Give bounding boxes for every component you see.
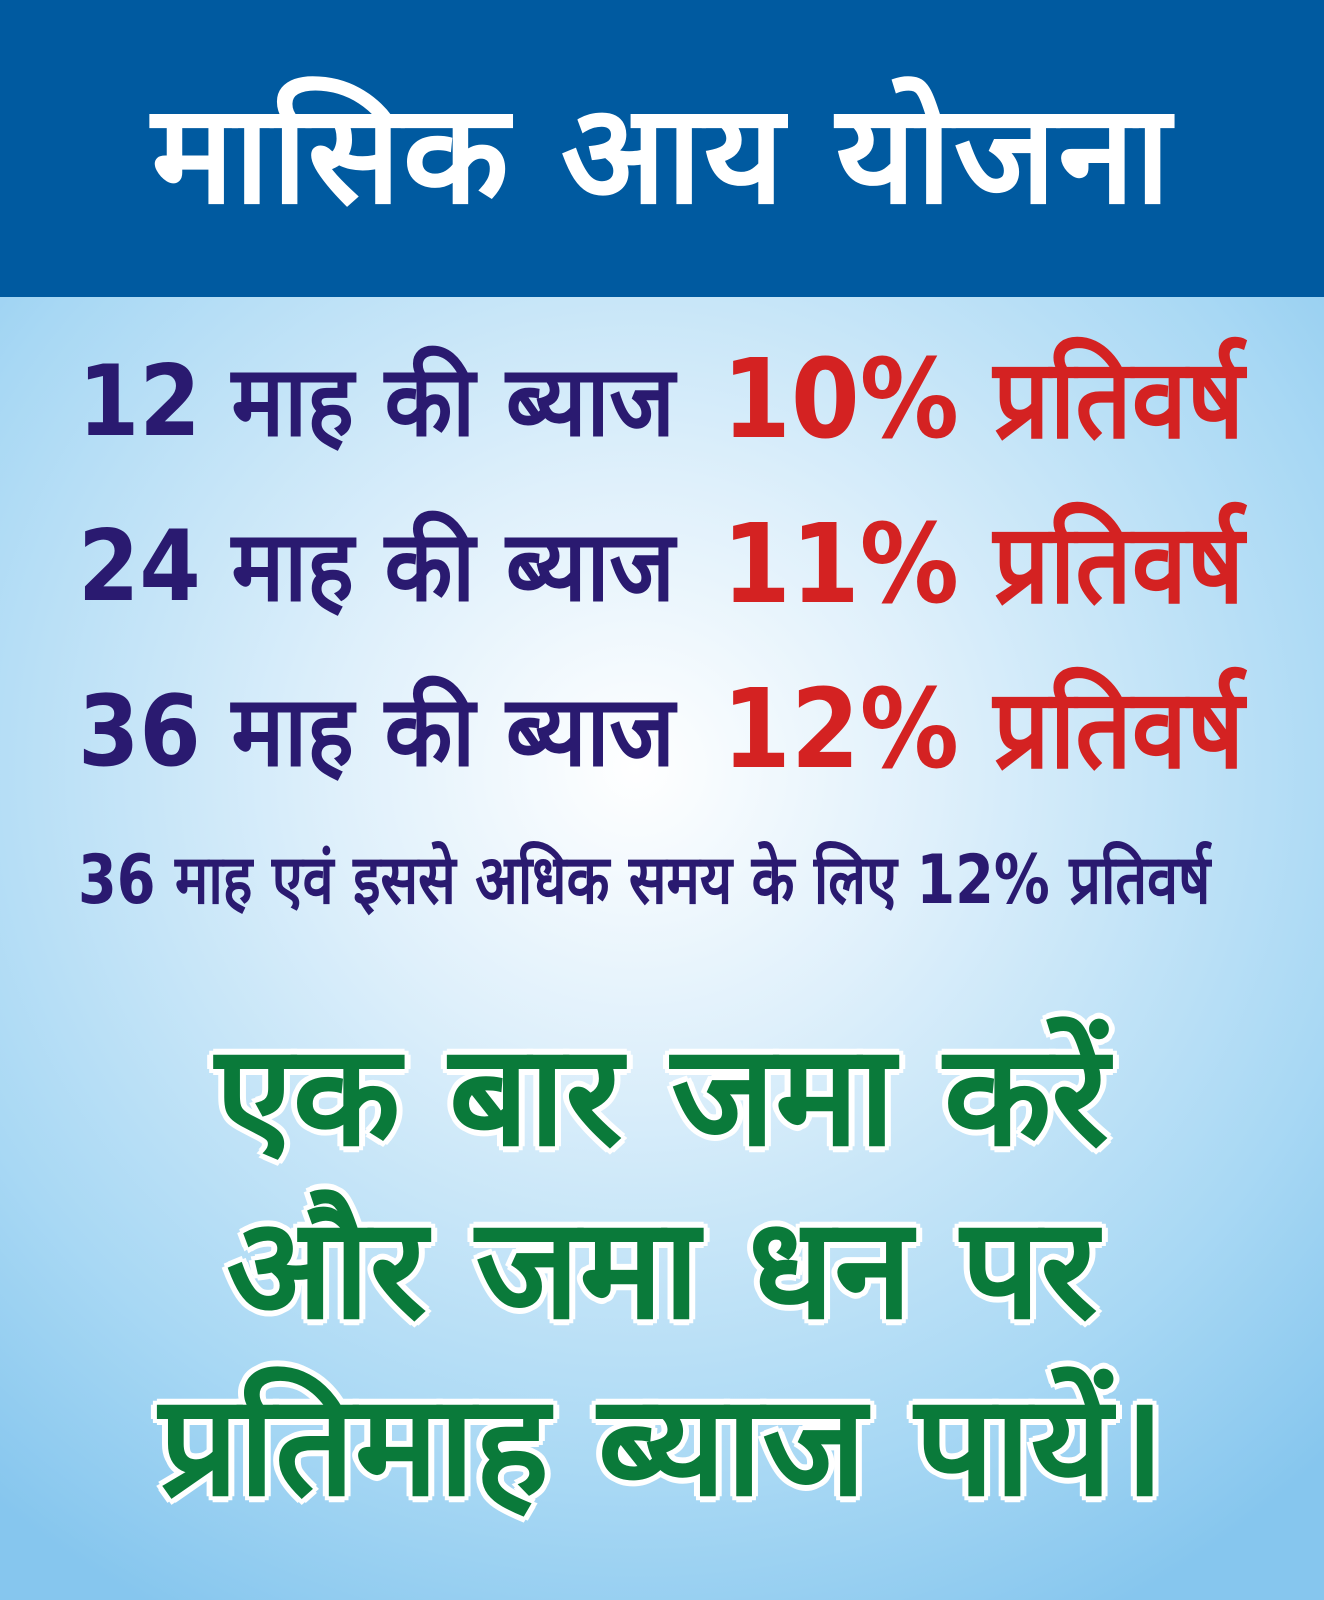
rate-term: 12 माह की ब्याज <box>78 345 675 459</box>
rate-term: 24 माह की ब्याज <box>78 510 675 624</box>
rate-row: 24 माह की ब्याज 11% प्रतिवर्ष <box>0 485 1324 645</box>
rate-row: 12 माह की ब्याज 10% प्रतिवर्ष <box>0 320 1324 480</box>
rate-row: 36 माह की ब्याज 12% प्रतिवर्ष <box>0 650 1324 810</box>
rate-value: 12% प्रतिवर्ष <box>722 665 1245 793</box>
header-banner: मासिक आय योजना <box>0 0 1324 297</box>
long-term-note: 36 माह एवं इससे अधिक समय के लिए 12% प्रत… <box>78 841 1211 920</box>
slogan-line: और जमा धन पर <box>226 1188 1098 1351</box>
rate-value: 11% प्रतिवर्ष <box>722 500 1245 628</box>
rate-value: 10% प्रतिवर्ष <box>722 335 1245 463</box>
poster-title: मासिक आय योजना <box>151 73 1173 235</box>
slogan-line: प्रतिमाह ब्याज पायें। <box>159 1365 1165 1528</box>
rate-term: 36 माह की ब्याज <box>78 675 675 789</box>
slogan-line: एक बार जमा करें <box>215 1015 1109 1178</box>
